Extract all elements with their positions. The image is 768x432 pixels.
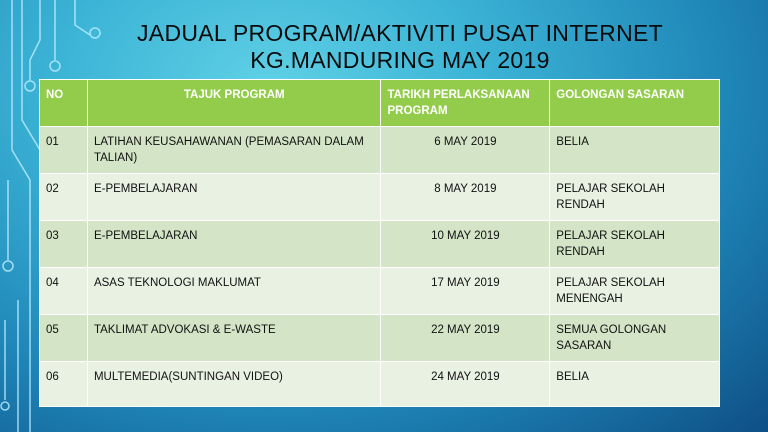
cell-program: TAKLIMAT ADVOKASI & E-WASTE — [86, 314, 382, 362]
cell-target: PELAJAR SEKOLAH RENDAH — [549, 173, 720, 221]
cell-target: BELIA — [549, 126, 720, 174]
cell-date: 6 MAY 2019 — [380, 126, 551, 174]
table-row: 06 MULTEMEDIA(SUNTINGAN VIDEO) 24 MAY 2019… — [39, 361, 720, 407]
cell-no: 05 — [39, 314, 88, 362]
cell-program: E-PEMBELAJARAN — [86, 220, 382, 268]
table-row: 05 TAKLIMAT ADVOKASI & E-WASTE 22 MAY 2019… — [39, 314, 720, 362]
table-row: 04 ASAS TEKNOLOGI MAKLUMAT 17 MAY 2019 PELA… — [39, 267, 720, 315]
cell-program: MULTEMEDIA(SUNTINGAN VIDEO) — [86, 361, 382, 407]
table-row: 02 E-PEMBELAJARAN 8 MAY 2019 PELAJAR SEKOLA… — [39, 173, 720, 221]
title-line-1: JADUAL PROGRAM/AKTIVITI PUSAT INTERNET — [137, 20, 663, 46]
cell-date: 17 MAY 2019 — [380, 267, 551, 315]
table-row: 01 LATIHAN KEUSAHAWANAN (PEMASARAN DALAM … — [39, 126, 720, 174]
cell-no: 06 — [39, 361, 88, 407]
header-program: TAJUK PROGRAM — [86, 79, 382, 127]
table-row: 03 E-PEMBELAJARAN 10 MAY 2019 PELAJAR SEKOL… — [39, 220, 720, 268]
cell-date: 22 MAY 2019 — [380, 314, 551, 362]
table-header-row: NO TAJUK PROGRAM TARIKH PERLAKSANAAN PRO… — [39, 79, 720, 127]
cell-program: LATIHAN KEUSAHAWANAN (PEMASARAN DALAM TA… — [86, 126, 382, 174]
cell-no: 03 — [39, 220, 88, 268]
header-no: NO — [39, 79, 88, 127]
program-schedule-table: NO TAJUK PROGRAM TARIKH PERLAKSANAAN PRO… — [39, 79, 720, 407]
title-line-2: KG.MANDURING MAY 2019 — [250, 47, 550, 73]
cell-no: 01 — [39, 126, 88, 174]
cell-date: 24 MAY 2019 — [380, 361, 551, 407]
cell-no: 04 — [39, 267, 88, 315]
cell-target: SEMUA GOLONGAN SASARAN — [549, 314, 720, 362]
cell-target: BELIA — [549, 361, 720, 407]
cell-target: PELAJAR SEKOLAH MENENGAH — [549, 267, 720, 315]
header-date: TARIKH PERLAKSANAAN PROGRAM — [380, 79, 551, 127]
cell-date: 8 MAY 2019 — [380, 173, 551, 221]
slide-title: JADUAL PROGRAM/AKTIVITI PUSAT INTERNET K… — [100, 20, 700, 74]
cell-target: PELAJAR SEKOLAH RENDAH — [549, 220, 720, 268]
cell-no: 02 — [39, 173, 88, 221]
cell-program: E-PEMBELAJARAN — [86, 173, 382, 221]
cell-date: 10 MAY 2019 — [380, 220, 551, 268]
header-target: GOLONGAN SASARAN — [549, 79, 720, 127]
cell-program: ASAS TEKNOLOGI MAKLUMAT — [86, 267, 382, 315]
